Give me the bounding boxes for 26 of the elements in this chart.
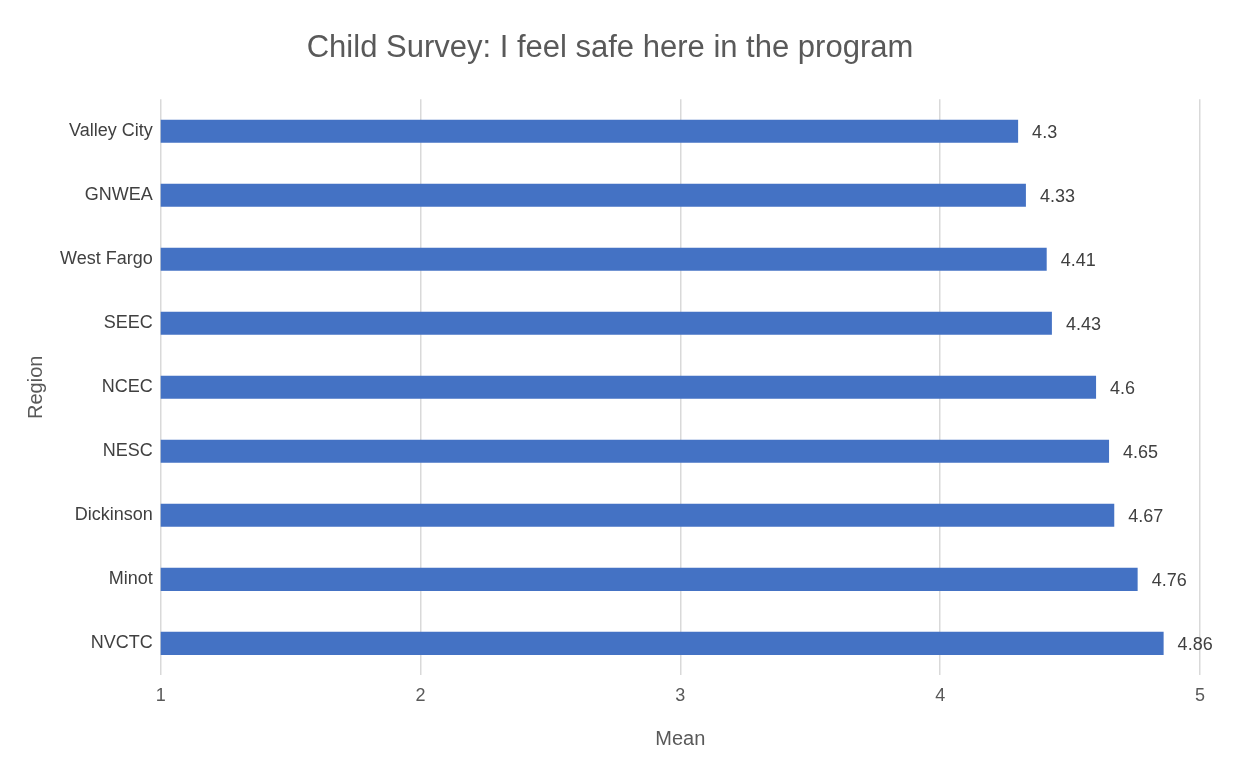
x-tick-label: 3: [675, 685, 686, 706]
chart-title: Child Survey: I feel safe here in the program: [306, 29, 914, 65]
y-tick-label: NVCTC: [90, 632, 153, 653]
y-tick-label: Dickinson: [74, 504, 153, 525]
data-label: 4.43: [1065, 314, 1101, 335]
y-tick-label: SEEC: [103, 312, 153, 333]
x-tick-label: 1: [155, 685, 166, 706]
data-label: 4.86: [1177, 634, 1213, 655]
y-tick-label: NCEC: [101, 376, 153, 397]
data-label: 4.3: [1032, 122, 1058, 143]
y-axis-title: Region: [23, 355, 46, 419]
data-label: 4.6: [1110, 378, 1136, 399]
data-label: 4.65: [1123, 442, 1159, 463]
y-tick-label: Valley City: [69, 120, 153, 141]
x-axis-title: Mean: [655, 726, 706, 749]
y-tick-label: West Fargo: [60, 248, 153, 269]
y-tick-label: GNWEA: [84, 184, 153, 205]
x-tick-label: 2: [415, 685, 426, 706]
data-label: 4.67: [1128, 506, 1164, 527]
y-tick-label: Minot: [108, 568, 153, 589]
y-tick-label: NESC: [102, 440, 153, 461]
data-label: 4.41: [1060, 250, 1096, 271]
x-tick-label: 5: [1194, 685, 1206, 706]
data-label: 4.76: [1151, 570, 1187, 591]
data-label: 4.33: [1039, 186, 1075, 207]
x-tick-label: 4: [935, 685, 946, 706]
